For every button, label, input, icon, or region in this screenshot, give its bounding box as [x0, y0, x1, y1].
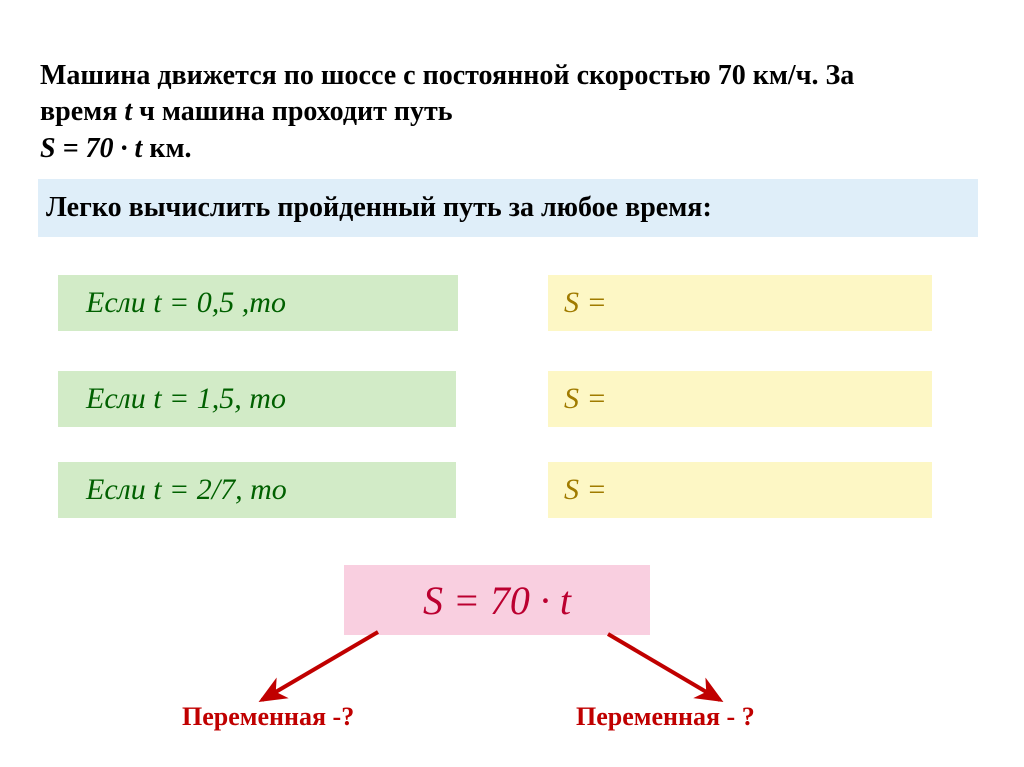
condition-row-1: Если t = 0,5 ,то [58, 275, 458, 331]
problem-line1b: ч машина проходит путь [132, 96, 452, 127]
result-3-text: S = [564, 473, 607, 507]
condition-1-text: Если t = 0,5 ,то [86, 286, 286, 320]
problem-formula: S = 70 · t [40, 133, 149, 164]
blue-band-text: Легко вычислить пройденный путь за любое… [46, 192, 712, 224]
blue-band: Легко вычислить пройденный путь за любое… [38, 179, 978, 237]
condition-row-2: Если t = 1,5, то [58, 371, 456, 427]
result-2-text: S = [564, 382, 607, 416]
variable-label-left: Переменная -? [182, 702, 354, 732]
formula-box: S = 70 · t [344, 565, 650, 635]
result-1-text: S = [564, 286, 607, 320]
result-row-2: S = [548, 371, 932, 427]
problem-statement: Машина движется по шоссе с постоянной ск… [40, 58, 910, 167]
arrow-left [262, 632, 378, 700]
var-t: t [124, 96, 132, 127]
variable-label-right: Переменная - ? [576, 702, 755, 732]
result-row-3: S = [548, 462, 932, 518]
condition-row-3: Если t = 2/7, то [58, 462, 456, 518]
condition-3-text: Если t = 2/7, то [86, 473, 287, 507]
result-row-1: S = [548, 275, 932, 331]
formula-text: S = 70 · t [423, 577, 571, 624]
arrow-right [608, 634, 720, 700]
condition-2-text: Если t = 1,5, то [86, 382, 286, 416]
problem-line2-suffix: км. [149, 133, 191, 164]
